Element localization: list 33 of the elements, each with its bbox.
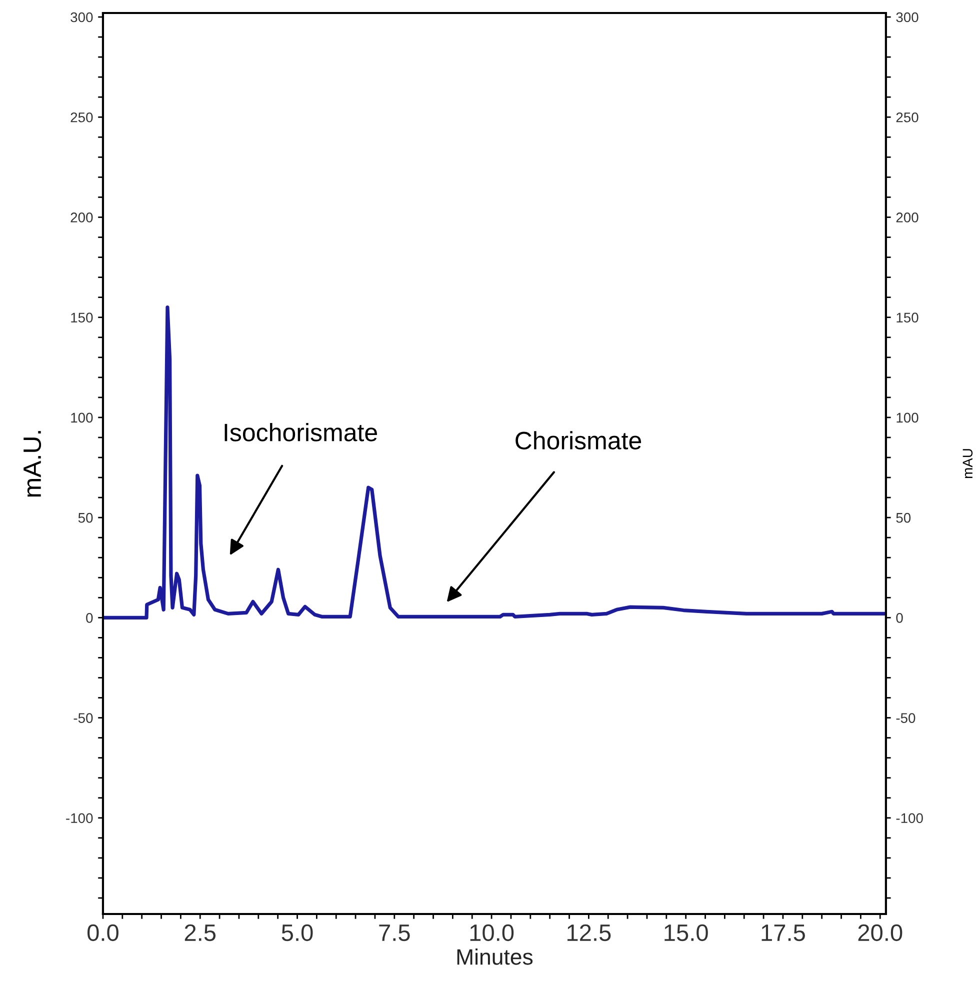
y2-tick-label: 0 xyxy=(896,613,903,623)
y-tick-label: -50 xyxy=(74,713,93,723)
y-tick-label: 50 xyxy=(78,512,93,523)
x-tick-label: 5.0 xyxy=(282,924,313,942)
y-tick-label: 100 xyxy=(71,412,93,423)
line-series xyxy=(102,306,886,620)
x-tick-label: 20.0 xyxy=(858,924,902,942)
x-axis-title: Minutes xyxy=(457,948,533,965)
y-tick-label: -100 xyxy=(66,813,93,824)
y-tick-label: 150 xyxy=(71,312,93,323)
y2-tick-label: 300 xyxy=(896,12,918,22)
y-tick-label: 300 xyxy=(70,12,93,22)
y2-tick-label: 50 xyxy=(896,512,911,523)
y2-tick-label: -100 xyxy=(896,813,923,824)
y2-tick-label: -50 xyxy=(896,713,916,723)
x-tick-label: 10.0 xyxy=(470,924,514,942)
y-tick-label: 250 xyxy=(70,112,93,122)
annotation: Chorismate xyxy=(516,431,642,450)
x-tick-label: 7.5 xyxy=(379,924,410,942)
y2-tick-label: 250 xyxy=(896,112,918,122)
y-axis-title: mA.U. xyxy=(24,431,42,497)
x-tick-label: 0.0 xyxy=(87,924,118,942)
y2-tick-label: 100 xyxy=(896,412,918,423)
x-tick-label: 17.5 xyxy=(762,924,805,942)
x-tick-label: 2.5 xyxy=(184,924,216,942)
annotation: Isochorismate xyxy=(224,423,377,442)
x-tick-label: 12.5 xyxy=(568,924,611,942)
y-tick-label: 200 xyxy=(70,212,93,222)
y2-axis-title: mAU xyxy=(962,449,973,478)
y2-tick-label: 150 xyxy=(896,312,918,323)
y2-tick-label: 200 xyxy=(896,212,918,222)
x-tick-label: 15.0 xyxy=(664,924,708,942)
y-tick-label: 0 xyxy=(86,613,93,623)
